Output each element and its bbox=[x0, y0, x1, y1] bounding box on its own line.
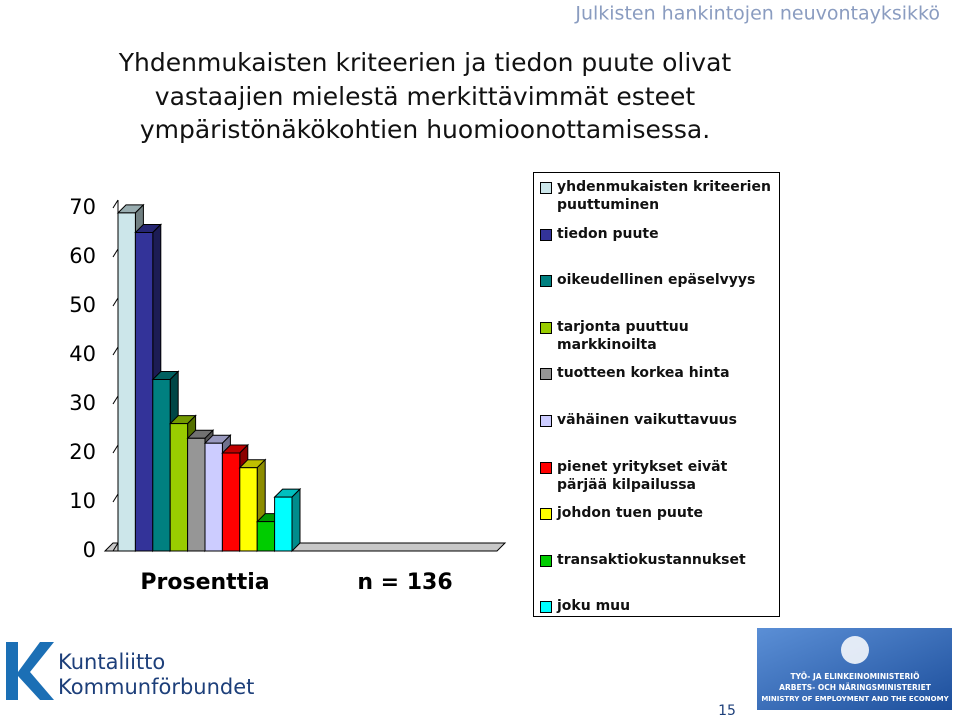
y-tick-label: 30 bbox=[69, 391, 96, 415]
legend-swatch bbox=[540, 508, 552, 521]
y-tick bbox=[112, 395, 119, 405]
bar-front bbox=[117, 212, 136, 552]
legend-swatch bbox=[540, 461, 552, 474]
legend-swatch bbox=[540, 321, 552, 334]
ministry-text: TYÖ- JA ELINKEINOMINISTERIÖ bbox=[791, 672, 920, 681]
legend-swatch bbox=[540, 368, 552, 381]
legend-label: transaktiokustannukset bbox=[557, 551, 746, 568]
page-number: 15 bbox=[718, 703, 736, 719]
bar-front bbox=[256, 521, 276, 552]
bar-front bbox=[204, 442, 223, 552]
legend-label: tarjonta puuttuu markkinoilta bbox=[557, 318, 689, 353]
ministry-text: MINISTRY OF EMPLOYMENT AND THE ECONOMY bbox=[761, 695, 949, 703]
title-line: ympäristönäkökohtien huomioonottamisessa… bbox=[140, 115, 710, 144]
y-tick-label: 10 bbox=[69, 489, 96, 513]
y-tick bbox=[112, 444, 119, 454]
title-line: vastaajien mielestä merkittävimmät estee… bbox=[155, 82, 696, 111]
bar-front bbox=[221, 452, 241, 552]
bar-front bbox=[187, 437, 206, 552]
y-tick-label: 70 bbox=[69, 195, 96, 219]
header: Julkisten hankintojen neuvontayksikkö bbox=[574, 3, 940, 25]
legend-swatch bbox=[540, 228, 552, 241]
legend-label: pienet yritykset eivät pärjää kilpailuss… bbox=[557, 458, 728, 493]
logo-text: Kommunförbundet bbox=[58, 675, 254, 699]
annotation: n = 136 bbox=[357, 570, 452, 595]
ministry-text: ARBETS- OCH NÄRINGSMINISTERIET bbox=[779, 683, 932, 692]
y-tick bbox=[112, 297, 119, 307]
legend-swatch bbox=[540, 415, 552, 427]
title-line: Yhdenmukaisten kriteerien ja tiedon puut… bbox=[118, 48, 732, 77]
legend-label: johdon tuen puute bbox=[557, 505, 704, 522]
legend-swatch bbox=[540, 601, 552, 614]
y-tick bbox=[112, 248, 119, 258]
legend-label: tiedon puute bbox=[557, 225, 659, 242]
y-tick-label: 50 bbox=[69, 293, 96, 317]
legend-label: yhdenmukaisten kriteerien puuttuminen bbox=[557, 179, 771, 213]
bar-front bbox=[134, 232, 154, 552]
legend-label: joku muu bbox=[557, 598, 631, 615]
bar-front bbox=[274, 496, 293, 552]
bar-front bbox=[152, 379, 171, 552]
y-tick bbox=[112, 199, 119, 209]
bar-front bbox=[169, 423, 189, 552]
logo-text: Kuntaliitto bbox=[58, 650, 165, 674]
legend-label: oikeudellinen epäselvyys bbox=[557, 272, 756, 289]
ministry-logo: TYÖ- JA ELINKEINOMINISTERIÖ ARBETS- OCH … bbox=[757, 628, 952, 710]
kuntaliitto-logo: Kuntaliitto Kommunförbundet bbox=[6, 642, 254, 700]
bar bbox=[273, 487, 302, 553]
y-tick-label: 60 bbox=[69, 244, 96, 268]
legend-label: vähäinen vaikuttavuus bbox=[557, 412, 737, 428]
y-tick bbox=[112, 346, 119, 356]
bar-front bbox=[239, 467, 258, 552]
y-tick-label: 40 bbox=[69, 342, 96, 366]
y-tick bbox=[112, 493, 119, 503]
y-tick-label: 0 bbox=[83, 538, 96, 562]
legend: yhdenmukaisten kriteerien puuttuminen tie… bbox=[533, 172, 780, 617]
legend-swatch bbox=[540, 182, 552, 194]
y-tick-label: 20 bbox=[69, 440, 96, 464]
legend-swatch bbox=[540, 275, 552, 288]
legend-label: tuotteen korkea hinta bbox=[557, 365, 730, 382]
x-tick-label: Prosenttia bbox=[140, 570, 269, 595]
legend-swatch bbox=[540, 554, 552, 567]
plot: 0 10 20 30 40 50 60 70 Prosenttia n = 136 bbox=[69, 195, 507, 595]
bar-side bbox=[291, 487, 301, 553]
y-tick bbox=[112, 542, 119, 552]
